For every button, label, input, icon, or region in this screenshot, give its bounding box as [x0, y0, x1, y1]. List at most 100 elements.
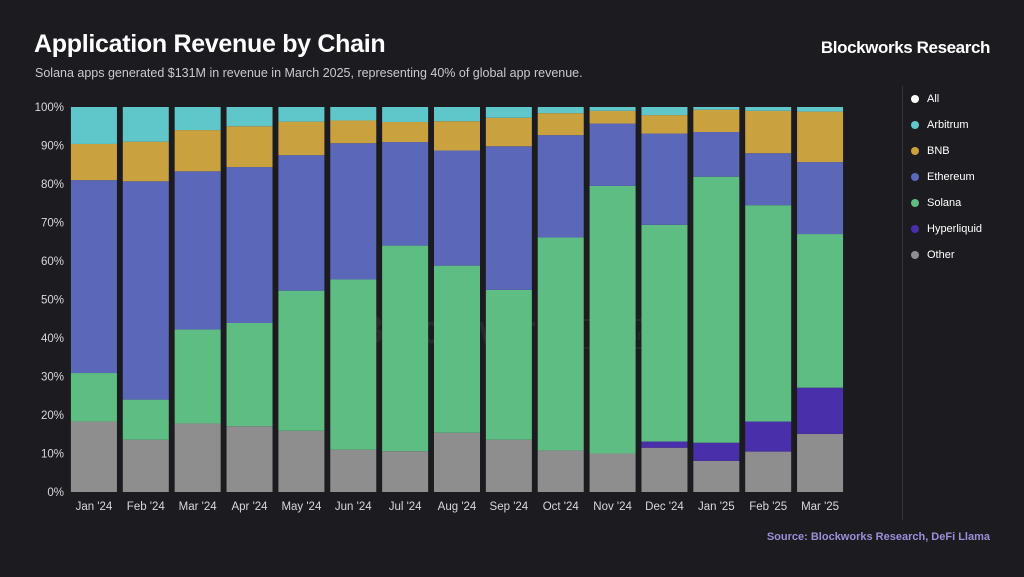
legend-item-solana[interactable]: Solana — [911, 190, 982, 216]
x-tick-label: Feb '25 — [749, 501, 787, 513]
legend-item-bnb[interactable]: BNB — [911, 138, 982, 164]
bar-segment-hyperliquid — [745, 421, 792, 452]
bar-segment-ethereum — [174, 171, 221, 330]
bar-segment-ethereum — [382, 142, 429, 246]
bar-segment-arbitrum — [434, 107, 480, 122]
bar-segment-solana — [70, 373, 117, 422]
bar-segment-arbitrum — [174, 107, 221, 131]
bar-segment-ethereum — [278, 155, 325, 291]
bar-segment-solana — [641, 224, 688, 442]
bar-segment-solana — [589, 185, 636, 454]
bar-segment-arbitrum — [745, 107, 792, 111]
bar-segment-bnb — [745, 110, 792, 154]
bar-segment-solana — [745, 205, 792, 422]
legend-item-hyperliquid[interactable]: Hyperliquid — [911, 216, 982, 242]
legend-label: Hyperliquid — [927, 223, 983, 235]
bar-segment-arbitrum — [537, 107, 584, 114]
bar-segment-bnb — [434, 121, 480, 151]
x-tick-label: Jun '24 — [335, 501, 372, 513]
bar-segment-arbitrum — [589, 107, 636, 111]
x-tick-label: Jan '25 — [698, 501, 735, 513]
bar-segment-other — [330, 449, 377, 492]
legend-item-other[interactable]: Other — [911, 242, 982, 268]
source-note: Source: Blockworks Research, DeFi Llama — [766, 531, 990, 543]
x-tick-label: Feb '24 — [127, 501, 166, 513]
brand-logo-text: Blockworks Research — [820, 38, 991, 57]
stacked-bar-chart: BlockworksResearch0%10%20%30%40%50%60%70… — [35, 102, 844, 513]
bar-segment-bnb — [226, 126, 273, 168]
legend-label: Arbitrum — [927, 119, 969, 131]
x-tick-label: Jul '24 — [389, 501, 422, 513]
bar-segment-arbitrum — [70, 107, 117, 144]
legend-item-ethereum[interactable]: Ethereum — [911, 164, 982, 190]
bar-segment-solana — [122, 399, 169, 440]
bar-segment-other — [174, 423, 221, 492]
bar-segment-other — [434, 432, 480, 492]
bar-segment-ethereum — [122, 181, 169, 400]
y-tick-label: 40% — [41, 333, 64, 345]
y-tick-label: 70% — [41, 218, 64, 230]
y-tick-label: 100% — [35, 102, 64, 114]
bar-segment-solana — [174, 329, 221, 424]
x-tick-label: Dec '24 — [645, 501, 684, 513]
bar-segment-solana — [693, 176, 740, 443]
bar-segment-bnb — [537, 113, 584, 136]
bar-segment-hyperliquid — [641, 441, 688, 448]
y-tick-label: 0% — [47, 487, 64, 499]
bar-segment-arbitrum — [382, 107, 429, 123]
legend-dot-icon — [911, 95, 919, 103]
bar-segment-solana — [537, 237, 584, 451]
bar-segment-solana — [330, 279, 377, 450]
bar-segment-other — [382, 451, 429, 492]
bar-segment-other — [70, 421, 117, 492]
bar-segment-bnb — [122, 141, 169, 182]
legend-label: BNB — [927, 145, 950, 157]
bar-segment-ethereum — [537, 135, 584, 238]
y-tick-label: 30% — [41, 372, 64, 384]
bar-segment-arbitrum — [485, 107, 532, 118]
bar-segment-bnb — [693, 109, 740, 133]
bar-segment-ethereum — [226, 167, 273, 323]
bar-segment-other — [797, 433, 844, 492]
y-tick-label: 50% — [41, 295, 64, 307]
legend-dot-icon — [911, 147, 919, 155]
y-tick-label: 10% — [41, 449, 64, 461]
x-tick-label: Mar '24 — [179, 501, 218, 513]
bar-segment-bnb — [174, 130, 221, 172]
bar-segment-other — [485, 439, 532, 492]
bar-segment-solana — [434, 265, 480, 433]
bar-segment-arbitrum — [693, 107, 740, 110]
x-tick-label: May '24 — [281, 501, 322, 513]
legend-label: Solana — [927, 197, 962, 209]
legend-item-all[interactable]: All — [911, 86, 982, 112]
y-tick-label: 20% — [41, 410, 64, 422]
chart-title: Application Revenue by Chain — [34, 30, 386, 58]
bar-segment-hyperliquid — [693, 442, 740, 461]
bar-segment-solana — [485, 289, 532, 440]
bar-segment-ethereum — [485, 146, 532, 290]
chart-subtitle: Solana apps generated $131M in revenue i… — [35, 66, 583, 80]
bar-segment-other — [537, 450, 584, 492]
x-tick-label: Nov '24 — [593, 501, 632, 513]
x-tick-label: Aug '24 — [438, 501, 477, 513]
bar-segment-arbitrum — [278, 107, 325, 122]
legend-dot-icon — [911, 251, 919, 259]
legend-dot-icon — [911, 121, 919, 129]
bar-segment-bnb — [797, 111, 844, 163]
bar-segment-other — [122, 439, 169, 492]
legend-dot-icon — [911, 173, 919, 181]
bar-segment-solana — [226, 322, 273, 427]
bar-segment-arbitrum — [226, 107, 273, 127]
legend-label: Ethereum — [927, 171, 975, 183]
x-tick-label: Jan '24 — [76, 501, 113, 513]
bar-segment-other — [278, 430, 325, 492]
legend-dot-icon — [911, 225, 919, 233]
legend-item-arbitrum[interactable]: Arbitrum — [911, 112, 982, 138]
legend-label: All — [927, 93, 940, 105]
y-tick-label: 80% — [41, 179, 64, 191]
bar-segment-bnb — [330, 120, 377, 144]
bar-segment-other — [641, 447, 688, 492]
bar-segment-ethereum — [797, 162, 844, 235]
legend: All Arbitrum BNB Ethereum Solana Hyperliquid O… — [902, 86, 982, 520]
legend-label: Other — [927, 249, 955, 261]
